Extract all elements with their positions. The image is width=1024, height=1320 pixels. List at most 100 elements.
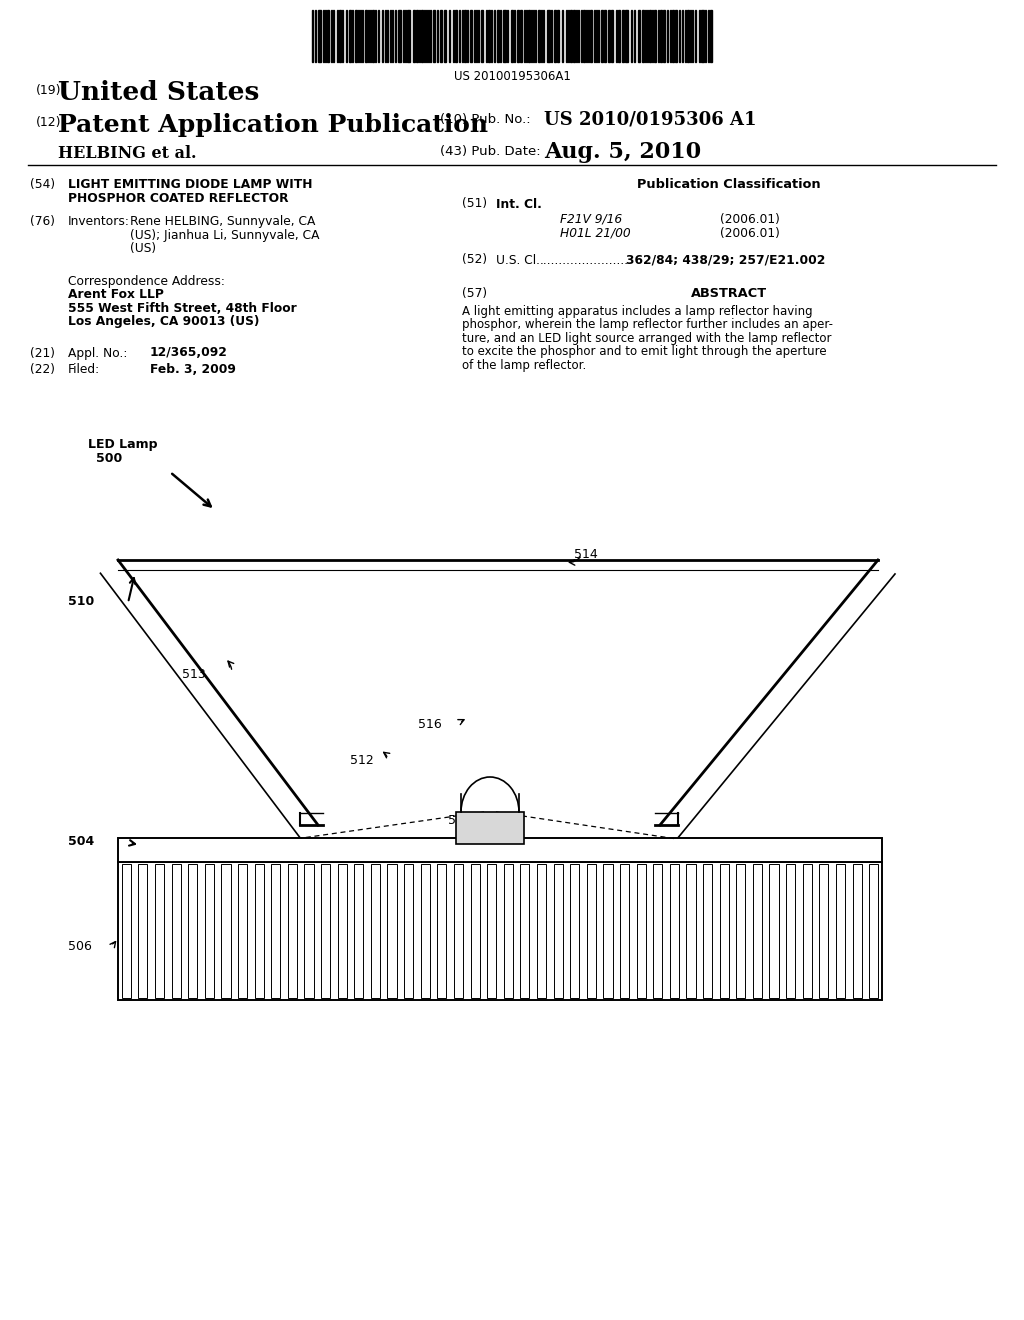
Bar [355,11,357,62]
Text: Correspondence Address:: Correspondence Address: [68,275,225,288]
Text: (19): (19) [36,84,61,96]
Text: (21): (21) [30,346,55,359]
Text: 12/365,092: 12/365,092 [150,346,228,359]
Bar [327,11,329,62]
Text: 555 West Fifth Street, 48th Floor: 555 West Fifth Street, 48th Floor [68,302,297,315]
Bar [604,11,606,62]
Bar [365,11,367,62]
Bar [372,11,374,62]
Text: US 20100195306A1: US 20100195306A1 [454,70,570,83]
Bar [155,865,164,998]
Bar [118,838,882,862]
Bar [660,11,662,62]
Text: (10) Pub. No.:: (10) Pub. No.: [440,114,530,125]
Bar [421,11,423,62]
Text: A light emitting apparatus includes a lamp reflector having: A light emitting apparatus includes a la… [462,305,813,318]
Bar [118,862,882,1001]
Bar [503,11,506,62]
Text: HELBING et al.: HELBING et al. [58,145,197,162]
Bar [437,865,446,998]
Text: 512: 512 [350,754,374,767]
Bar [625,11,628,62]
Text: (2006.01): (2006.01) [720,213,780,226]
Bar [611,11,613,62]
Bar [753,865,762,998]
Bar [736,865,745,998]
Text: (43) Pub. Date:: (43) Pub. Date: [440,145,541,158]
Text: (22): (22) [30,363,55,376]
Text: 516: 516 [418,718,441,731]
Bar [221,865,230,998]
Bar [687,11,689,62]
Bar [642,11,644,62]
Bar [554,865,563,998]
Bar [703,865,712,998]
Bar [407,11,410,62]
Bar [853,865,861,998]
Bar [836,865,845,998]
Text: to excite the phosphor and to emit light through the aperture: to excite the phosphor and to emit light… [462,346,826,358]
Bar [338,865,347,998]
Bar [421,865,430,998]
Bar [398,11,401,62]
Text: (US); Jianhua Li, Sunnyvale, CA: (US); Jianhua Li, Sunnyvale, CA [130,228,319,242]
Text: F21V 9/16: F21V 9/16 [560,213,623,226]
Bar [433,11,435,62]
Bar [238,865,247,998]
Bar [188,865,198,998]
Text: .......................: ....................... [540,253,629,267]
Bar [590,11,592,62]
Text: ture, and an LED light source arranged with the lamp reflector: ture, and an LED light source arranged w… [462,331,831,345]
Text: Feb. 3, 2009: Feb. 3, 2009 [150,363,236,376]
Bar [138,865,147,998]
Bar [573,11,575,62]
Bar [675,11,677,62]
Text: ABSTRACT: ABSTRACT [691,288,767,300]
Text: phosphor, wherein the lamp reflector further includes an aper-: phosphor, wherein the lamp reflector fur… [462,318,833,331]
Text: 510: 510 [68,595,94,609]
Bar [710,11,712,62]
Bar [455,11,457,62]
Bar [470,865,479,998]
Bar [538,11,540,62]
Text: Filed:: Filed: [68,363,100,376]
Text: U.S. Cl.: U.S. Cl. [496,253,540,267]
Bar [869,865,879,998]
Bar [122,865,131,998]
Text: United States: United States [58,81,259,106]
Bar [205,865,214,998]
Text: H01L 21/00: H01L 21/00 [560,227,631,239]
Text: Int. Cl.: Int. Cl. [496,198,542,210]
Text: (54): (54) [30,178,55,191]
Bar [497,11,499,62]
Bar [554,11,556,62]
Text: 362/84; 438/29; 257/E21.002: 362/84; 438/29; 257/E21.002 [626,253,825,267]
Bar [172,865,180,998]
Bar [601,11,603,62]
Bar [547,11,550,62]
Bar [404,865,414,998]
Bar [413,11,415,62]
Text: LED Lamp: LED Lamp [88,438,158,451]
Bar [487,865,497,998]
Text: (US): (US) [130,242,156,255]
Text: Aug. 5, 2010: Aug. 5, 2010 [544,141,701,162]
Bar [288,865,297,998]
Bar [819,865,828,998]
Text: Publication Classification: Publication Classification [637,178,821,191]
Text: (57): (57) [462,288,487,300]
Bar [570,11,572,62]
Text: PHOSPHOR COATED REFLECTOR: PHOSPHOR COATED REFLECTOR [68,191,289,205]
Text: (2006.01): (2006.01) [720,227,780,239]
Bar [416,11,418,62]
Text: 504: 504 [68,836,94,847]
Bar [620,865,629,998]
Bar [587,865,596,998]
Bar [349,11,351,62]
Bar [339,11,341,62]
Bar [670,865,679,998]
Bar [622,11,624,62]
Bar [649,11,651,62]
Bar [456,812,524,843]
Bar [444,11,446,62]
